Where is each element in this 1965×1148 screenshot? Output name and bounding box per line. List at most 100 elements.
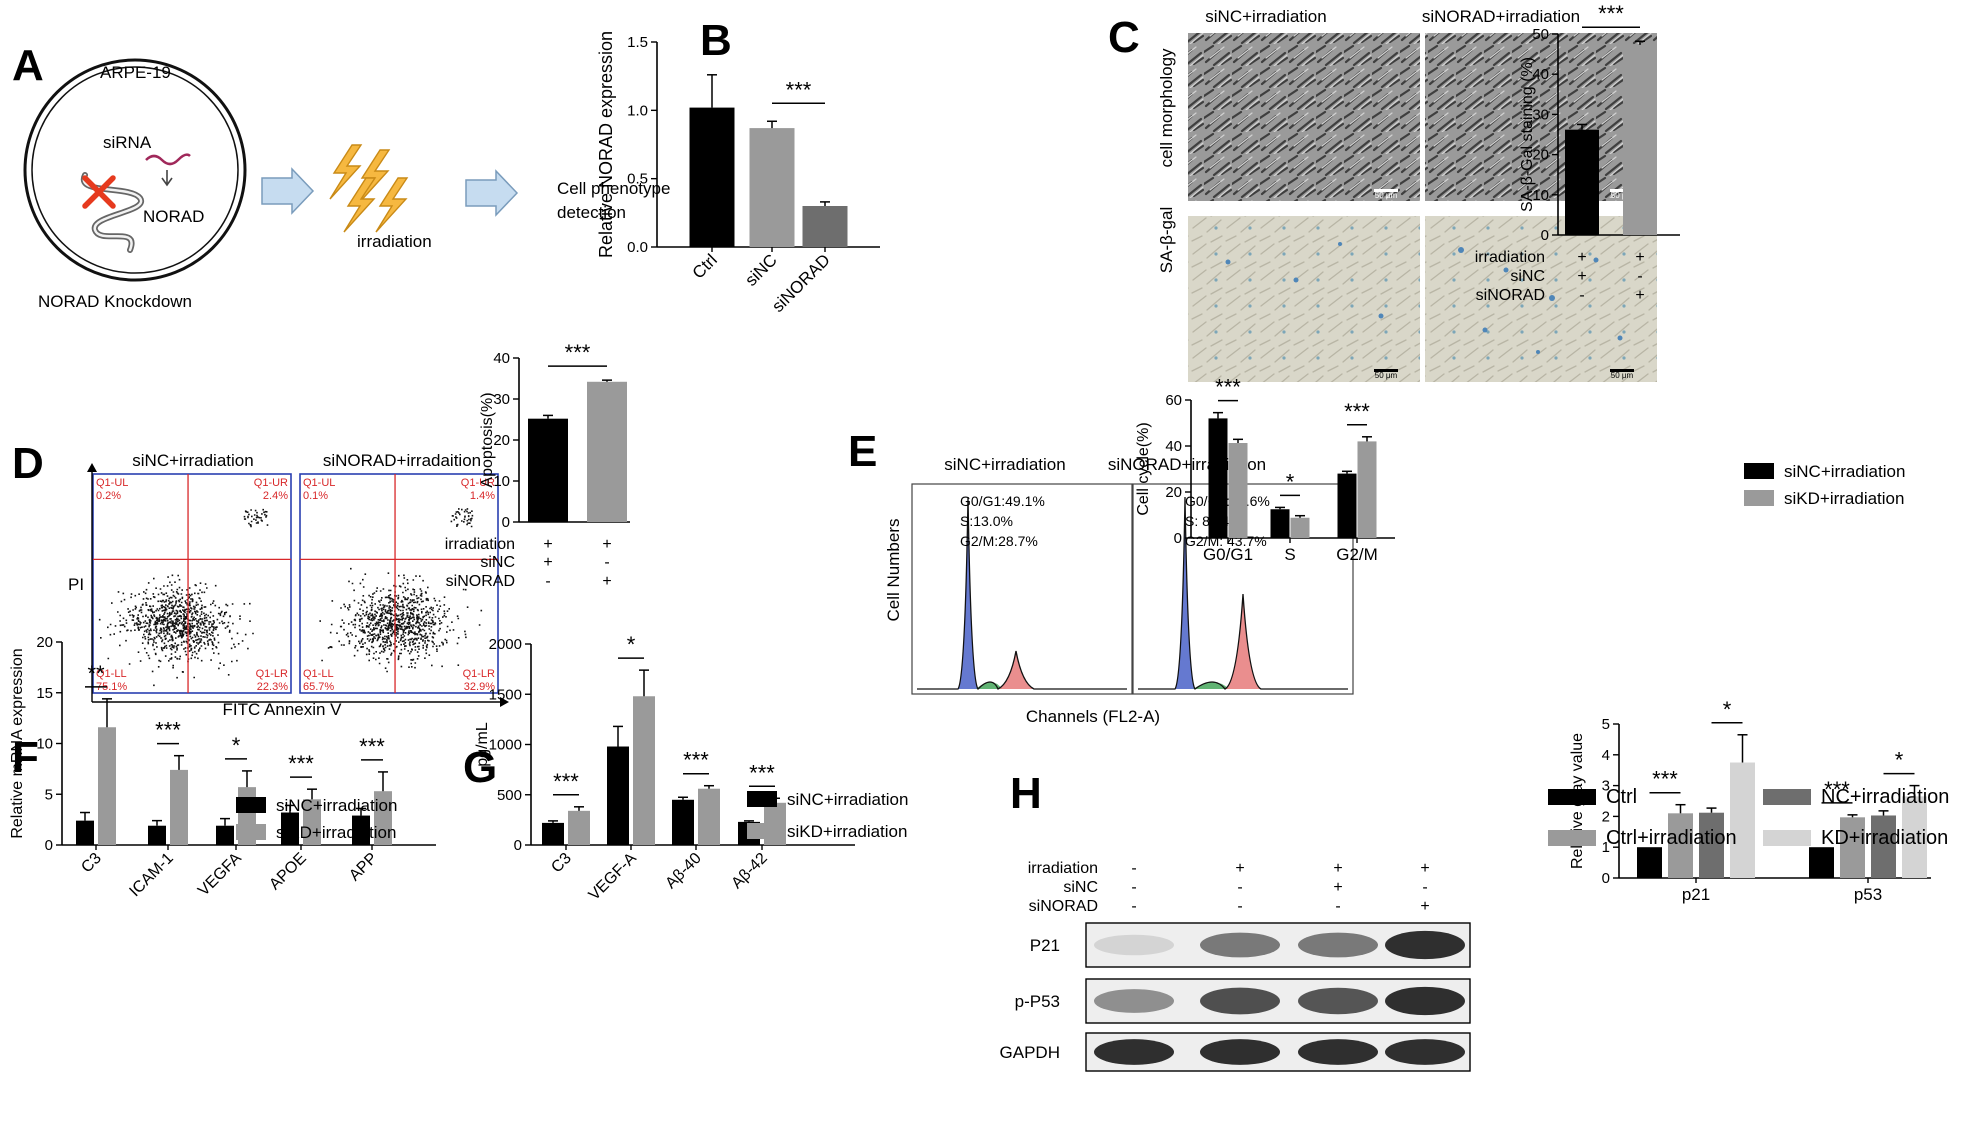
x-tick-label: C3 [548,850,575,877]
y-tick-label: 10 [493,473,510,490]
legend-swatch [1744,463,1774,479]
quadrant-lr-label: Q1-LR [463,668,495,680]
y-tick-label: 1.5 [627,34,648,51]
y-tick-label: 0 [45,837,53,854]
blot-band [1298,987,1378,1015]
quadrant-ll-label: Q1-LL [96,668,127,680]
quadrant-ul-label: Q1-UL [303,477,335,489]
blot-band [1200,1039,1280,1065]
significance-label: *** [1824,777,1850,802]
y-tick-label: 5 [45,786,53,803]
y-tick-label: 0 [1541,227,1549,244]
panel-letter-f: F [12,733,39,782]
y-axis-title: Relative NORAD expression [596,31,616,258]
bar [587,381,627,522]
y-tick-label: 500 [497,787,522,804]
panel-d: D siNC+irradiation siNORAD+irradaition P… [12,439,481,719]
legend-label: Ctrl+irradiation [1606,827,1737,849]
quadrant-ll-value: 75.1% [96,681,127,693]
svg-text:50 μm: 50 μm [1375,371,1398,380]
legend-swatch [747,823,777,839]
legend-label: siNC+irradiation [276,796,397,815]
bar [1565,129,1599,235]
y-tick-label: 20 [1165,484,1182,501]
bar [698,788,720,845]
y-tick-label: 0 [1174,530,1182,547]
cell-cycle-stat: G0/G1:49.1% [960,493,1045,509]
blot-condition-sign: + [1235,860,1244,877]
panel-letter-e: E [848,427,877,476]
legend-label: siKD+irradiation [1784,489,1904,508]
arrow-right-icon [261,167,315,215]
panel-letter-g: G [463,743,497,792]
cell-cycle-stat: G2/M:28.7% [960,533,1038,549]
legend-label: Ctrl [1606,786,1637,808]
x-tick-label: Aβ-40 [662,850,704,892]
y-tick-label: 2000 [489,636,522,653]
svg-text:50 μm: 50 μm [1611,191,1634,200]
condition-label: siNC [1510,268,1545,285]
significance-label: * [1723,697,1732,722]
sirna-strand-icon [145,153,191,166]
svg-text:50 μm: 50 μm [1375,191,1398,200]
legend-label: siKD+irradiation [276,823,396,842]
bar [148,825,166,845]
detection-label-line2: detection [557,203,626,222]
lightning-icon [329,144,409,233]
bar [633,696,655,845]
y-tick-label: 50 [1532,26,1549,43]
significance-label: * [1286,469,1295,494]
blot-band [1094,989,1174,1013]
quadrant-ll-label: Q1-LL [303,668,334,680]
panel-a: A ARPE-19 siRNA NORAD NORAD Knockdown ir… [12,41,670,311]
quadrant-lr-label: Q1-LR [256,668,288,680]
quadrant-ul-value: 0.2% [96,490,121,502]
bar [1208,418,1228,538]
legend-swatch [1744,490,1774,506]
micrograph-col-title-1: siNC+irradiation [1205,7,1326,26]
flow-x-axis-label: FITC Annexin V [222,700,342,719]
y-tick-label: 40 [1165,438,1182,455]
blot-condition-label: siNORAD [1029,898,1098,915]
legend-label: siKD+irradiation [787,822,907,841]
y-tick-label: 2 [1602,808,1610,825]
legend-swatch [1548,830,1596,846]
quadrant-ul-label: Q1-UL [96,477,128,489]
bar [303,799,321,845]
quadrant-ll-value: 65.7% [303,681,334,693]
hist-x-axis-label: Channels (FL2-A) [1026,707,1160,726]
condition-sign: + [602,536,611,553]
sirna-label: siRNA [103,133,152,152]
sagal-blue-cells [1225,242,1623,354]
flow-title-2: siNORAD+irradaition [323,451,481,470]
significance-label: *** [553,769,579,794]
detection-label-line1: Cell phenotype [557,179,670,198]
blot-condition-sign: + [1420,860,1429,877]
blot-band [1385,986,1465,1016]
legend-label: KD+irradiation [1821,827,1948,849]
legend-swatch [1548,789,1596,805]
g2-peak [1225,594,1261,689]
y-tick-label: 30 [493,391,510,408]
blot-condition-sign: - [1237,879,1242,896]
histogram-outline [917,496,1127,691]
bar [542,822,564,845]
panel-c: C siNC+irradiation siNORAD+irradiation c… [1108,7,1657,382]
panel-g: G [463,743,497,792]
significance-label: *** [359,734,385,759]
blot-band [1385,1039,1465,1065]
significance-label: ** [87,661,105,686]
y-tick-label: 40 [493,350,510,367]
flow-title-1: siNC+irradiation [132,451,253,470]
bar [1668,813,1693,878]
flow-plots: Q1-UL0.2%Q1-UR2.4%Q1-LL75.1%Q1-LR22.3%Q1… [87,463,509,707]
quadrant-ur-label: Q1-UR [461,477,495,489]
irradiation-label: irradiation [357,232,432,251]
blot-band [1094,1039,1174,1065]
micrograph-sagal-sinc [1188,216,1420,382]
western-blot: irradiation - + + + siNC - - + - siNORAD - - - + P21 p-P… [1000,860,1471,1072]
